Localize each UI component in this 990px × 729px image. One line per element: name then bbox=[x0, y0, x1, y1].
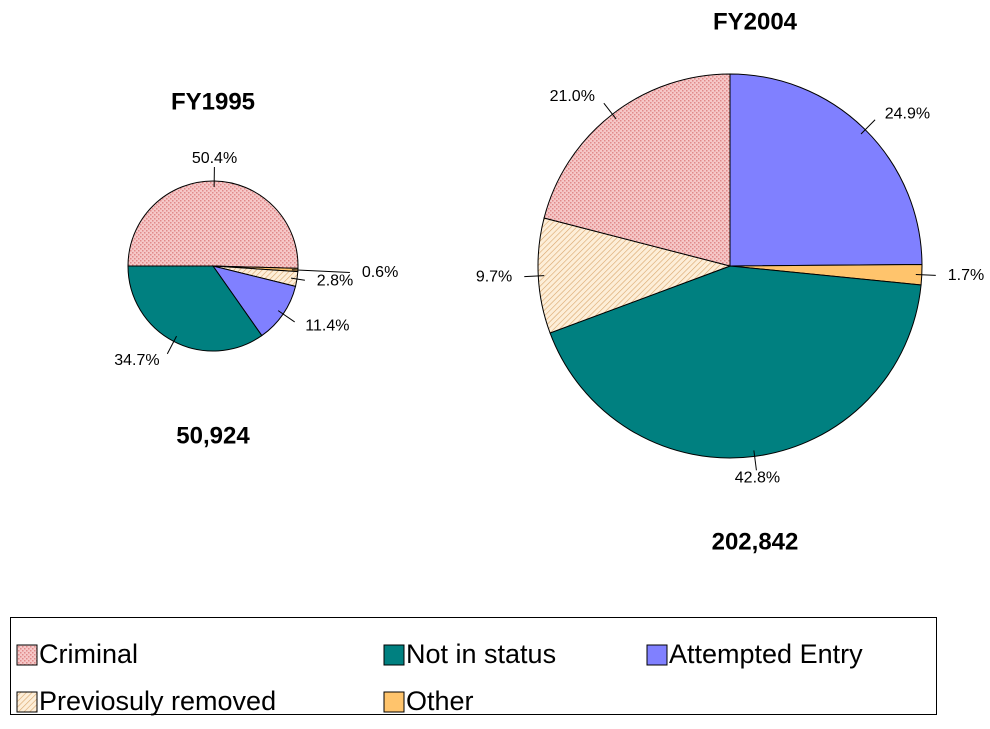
legend-label: Not in status bbox=[406, 639, 556, 669]
value-label: 9.7% bbox=[476, 268, 512, 285]
legend-swatch bbox=[383, 691, 405, 713]
legend-box bbox=[10, 617, 937, 715]
pie-title: FY2004 bbox=[713, 8, 798, 35]
value-label: 2.8% bbox=[317, 273, 353, 290]
legend-label: Previosuly removed bbox=[39, 686, 276, 716]
legend-label: Attempted Entry bbox=[669, 639, 863, 669]
pie-total: 202,842 bbox=[712, 528, 799, 555]
value-label: 42.8% bbox=[735, 469, 780, 486]
leader-line bbox=[860, 119, 876, 135]
leader-line bbox=[603, 102, 617, 120]
legend-label: Other bbox=[406, 686, 474, 716]
pie-title: FY1995 bbox=[171, 88, 255, 115]
value-label: 21.0% bbox=[550, 88, 595, 105]
value-label: 34.7% bbox=[114, 352, 159, 369]
leader-line bbox=[753, 450, 757, 471]
value-label: 50.4% bbox=[192, 150, 237, 167]
leader-line bbox=[524, 275, 545, 278]
pie-total: 50,924 bbox=[176, 422, 250, 449]
value-label: 11.4% bbox=[305, 318, 349, 335]
value-label: 0.6% bbox=[362, 264, 398, 281]
value-label: 1.7% bbox=[948, 267, 984, 284]
pie-slice bbox=[729, 73, 923, 267]
legend-swatch bbox=[16, 644, 38, 666]
leader-line bbox=[291, 269, 350, 273]
leader-line bbox=[166, 335, 177, 355]
legend-swatch bbox=[383, 644, 405, 666]
legend-swatch bbox=[646, 644, 668, 666]
leader-line bbox=[290, 277, 305, 281]
legend-label: Criminal bbox=[39, 639, 138, 669]
leader-line bbox=[277, 310, 295, 323]
legend-swatch bbox=[16, 691, 38, 713]
value-label: 24.9% bbox=[885, 105, 930, 122]
pie-slice bbox=[127, 180, 299, 269]
leader-line bbox=[915, 273, 936, 276]
